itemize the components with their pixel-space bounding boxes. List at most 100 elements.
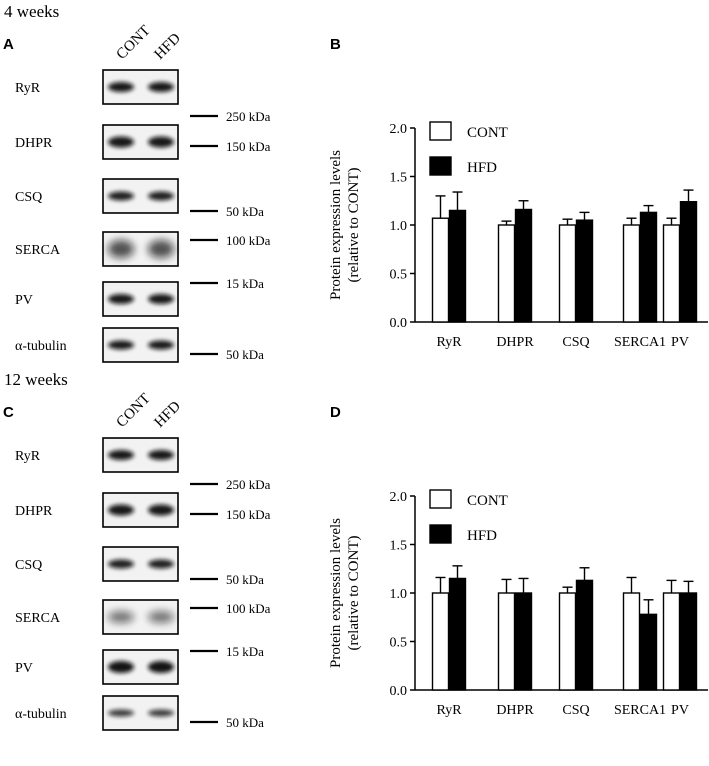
blot-band [148, 709, 174, 717]
blot-band [148, 559, 174, 569]
bar-hfd-pv [679, 592, 698, 691]
marker-label: 150 kDa [226, 139, 271, 154]
blot-row-label: PV [15, 661, 33, 676]
blot-band [108, 504, 134, 516]
y-axis-label-line: (relative to CONT) [346, 536, 362, 651]
legend-swatch-cont [429, 489, 452, 509]
legend-swatch-hfd [429, 524, 452, 544]
blot-row-dhpr: DHPR 250 kDa [15, 109, 271, 160]
y-tick-label: 1.5 [390, 171, 408, 186]
bar-hfd-dhpr [514, 208, 533, 323]
lane-label-cont: CONT [114, 23, 154, 63]
blot-band [108, 191, 134, 201]
x-tick-label: DHPR [496, 335, 534, 350]
panel-label-blot: A [3, 36, 14, 53]
blot-row-label: DHPR [15, 504, 53, 519]
y-tick-label: 1.0 [390, 219, 408, 234]
blot-band [108, 240, 134, 258]
lane-label-hfd: HFD [152, 30, 185, 63]
x-tick-label: CSQ [562, 335, 589, 350]
lane-label-hfd: HFD [152, 398, 185, 431]
legend-label-hfd: HFD [467, 528, 497, 544]
blot-row-label: α-tubulin [15, 707, 67, 722]
bar-hfd-ryr [448, 209, 467, 323]
blot-row-label: SERCA [15, 611, 61, 626]
blot-band [108, 709, 134, 717]
panel-label-chart: D [330, 404, 341, 421]
y-tick-label: 0.0 [390, 684, 408, 699]
y-tick-label: 0.5 [390, 268, 408, 283]
bar-cont-ryr [431, 592, 450, 691]
blot-band [108, 559, 134, 569]
bar-cont-pv [662, 224, 681, 323]
blot-band [108, 340, 134, 350]
y-axis-label: Protein expression levels (relative to CO… [328, 518, 362, 668]
blot-row-label: RyR [15, 81, 41, 96]
marker-label: 250 kDa [226, 109, 271, 124]
blot-row-label: PV [15, 293, 33, 308]
blot-band [108, 136, 134, 148]
panel-label-blot: C [3, 404, 14, 421]
y-tick-label: 0.5 [390, 636, 408, 651]
bar-cont-pv [662, 592, 681, 691]
blot-row-pv: PV 100 kDa [15, 601, 271, 685]
legend-swatch-hfd [429, 156, 452, 176]
bar-hfd-serca1 [639, 613, 658, 691]
bar-hfd-csq [575, 219, 594, 323]
time-label: 4 weeks [4, 2, 59, 21]
blot-band [148, 661, 174, 673]
blot-row-csq: CSQ 150 kDa [15, 139, 271, 214]
blot-row-tubulin: α-tubulin 15 kDa [15, 276, 264, 363]
x-tick-label: SERCA1 [614, 335, 666, 350]
marker-label: 15 kDa [226, 276, 264, 291]
bar-cont-csq [558, 592, 577, 691]
marker-label: 50 kDa [226, 204, 264, 219]
blot-row-label: CSQ [15, 558, 42, 573]
lane-label-cont: CONT [114, 391, 154, 431]
bar-cont-dhpr [497, 592, 516, 691]
bar-cont-ryr [431, 217, 450, 323]
blot-row-label: CSQ [15, 190, 42, 205]
blot-row-label: RyR [15, 449, 41, 464]
marker-label: 50 kDa [226, 572, 264, 587]
blot-row-serca: SERCA 50 kDa [15, 572, 264, 635]
y-axis-label: Protein expression levels (relative to CO… [328, 150, 362, 300]
legend-label-hfd: HFD [467, 160, 497, 176]
x-tick-label: PV [671, 703, 689, 718]
bar-hfd-ryr [448, 577, 467, 691]
y-tick-label: 2.0 [390, 490, 408, 505]
blot-band [108, 661, 134, 673]
y-tick-label: 1.5 [390, 539, 408, 554]
blot-row-tubulin: α-tubulin 15 kDa [15, 644, 264, 731]
x-tick-label: DHPR [496, 703, 534, 718]
y-tick-label: 2.0 [390, 122, 408, 137]
marker-label: 100 kDa [226, 233, 271, 248]
blot-row-dhpr: DHPR 250 kDa [15, 477, 271, 528]
blot-band [148, 340, 174, 350]
blot-band [108, 611, 134, 623]
y-axis-label-line: Protein expression levels [328, 518, 344, 668]
blot-row-label: α-tubulin [15, 339, 67, 354]
x-tick-label: RyR [436, 703, 462, 718]
y-axis-label-line: (relative to CONT) [346, 168, 362, 283]
bar-hfd-pv [679, 201, 698, 323]
legend-label-cont: CONT [467, 125, 508, 141]
bar-chart-2: 0.0 0.5 1.0 1.5 2.0 Protein expression levels… [328, 489, 708, 718]
blot-band [108, 82, 134, 92]
marker-label: 50 kDa [226, 347, 264, 362]
bar-cont-serca1 [622, 592, 641, 691]
blot-row-ryr: RyR [15, 437, 179, 473]
blot-band [148, 240, 174, 258]
y-tick-label: 0.0 [390, 316, 408, 331]
bar-cont-serca1 [622, 224, 641, 323]
x-tick-label: PV [671, 335, 689, 350]
blot-row-ryr: RyR [15, 69, 179, 105]
x-tick-label: RyR [436, 335, 462, 350]
legend-label-cont: CONT [467, 493, 508, 509]
y-axis-label-line: Protein expression levels [328, 150, 344, 300]
marker-label: 100 kDa [226, 601, 271, 616]
blot-band [108, 450, 134, 460]
